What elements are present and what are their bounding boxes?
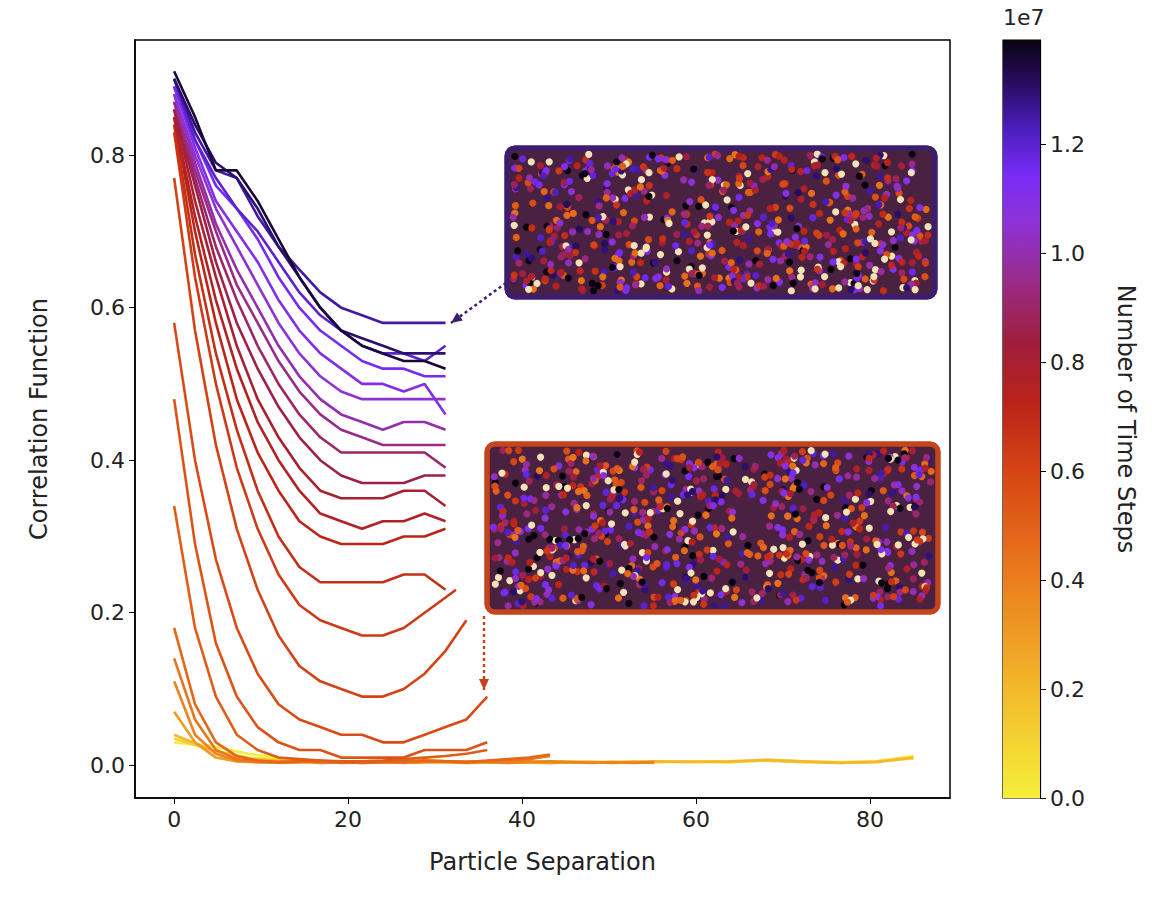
- svg-text:0.6: 0.6: [1050, 459, 1085, 484]
- svg-text:0.0: 0.0: [90, 753, 125, 778]
- svg-text:0.6: 0.6: [90, 295, 125, 320]
- svg-text:80: 80: [856, 807, 884, 832]
- svg-text:0: 0: [167, 807, 181, 832]
- svg-text:Correlation Function: Correlation Function: [25, 298, 53, 540]
- svg-text:0.2: 0.2: [90, 600, 125, 625]
- svg-text:1.2: 1.2: [1050, 132, 1085, 157]
- svg-text:0.8: 0.8: [1050, 350, 1085, 375]
- svg-text:20: 20: [334, 807, 362, 832]
- svg-text:0.8: 0.8: [90, 143, 125, 168]
- svg-text:0.4: 0.4: [1050, 568, 1085, 593]
- svg-text:0.2: 0.2: [1050, 677, 1085, 702]
- svg-text:Particle Separation: Particle Separation: [429, 848, 656, 876]
- svg-text:0.4: 0.4: [90, 448, 125, 473]
- svg-text:1e7: 1e7: [1003, 5, 1045, 30]
- svg-text:Number of Time Steps: Number of Time Steps: [1112, 285, 1140, 553]
- svg-text:60: 60: [682, 807, 710, 832]
- svg-text:1.0: 1.0: [1050, 241, 1085, 266]
- svg-text:40: 40: [508, 807, 536, 832]
- svg-text:0.0: 0.0: [1050, 786, 1085, 811]
